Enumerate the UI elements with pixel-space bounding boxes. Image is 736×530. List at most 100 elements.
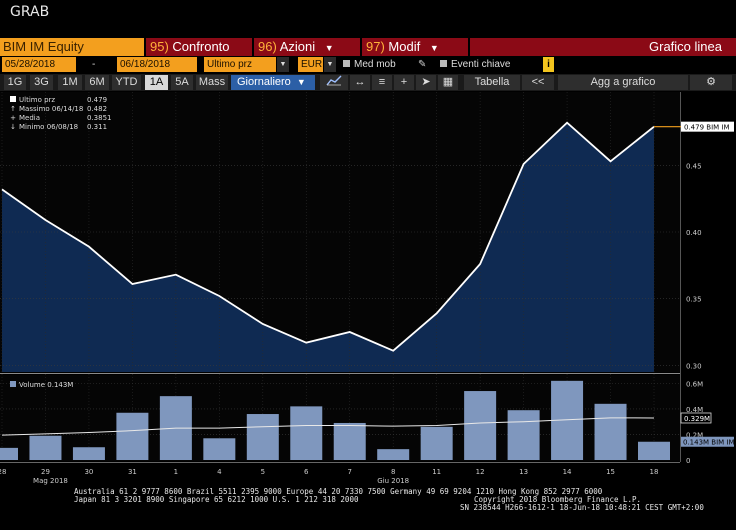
date-separator: -	[92, 59, 96, 70]
start-date-field[interactable]: 05/28/2018	[2, 57, 76, 72]
x-tick-label: 11	[432, 468, 441, 476]
chart-type-title: Grafico linea	[470, 38, 736, 56]
key-events-toggle[interactable]: Eventi chiave	[440, 57, 530, 72]
edit-label: Modif	[388, 39, 421, 54]
moving-average-toggle[interactable]: Med mob	[343, 57, 413, 72]
volume-bar	[203, 438, 236, 460]
currency-select[interactable]: EUR	[298, 57, 323, 72]
volume-average-line	[1, 417, 655, 436]
chart-type-label: Grafico linea	[649, 39, 722, 54]
price-tick-label: 0.45	[686, 162, 702, 170]
x-tick-label: 13	[519, 468, 528, 476]
x-tick-label: 30	[84, 468, 93, 476]
volume-bar	[420, 426, 453, 460]
key-events-label: Eventi chiave	[451, 59, 511, 70]
info-icon[interactable]: i	[543, 57, 554, 72]
arrow-up-icon: ↑	[10, 105, 16, 113]
legend-label: Ultimo prz	[19, 96, 56, 104]
legend-value: 0.482	[87, 105, 108, 113]
add-to-chart-button[interactable]: Agg a grafico	[558, 75, 688, 90]
actions-label: Azioni	[279, 39, 316, 54]
x-tick-label: 14	[563, 468, 572, 476]
volume-tick-label: 0.6M	[686, 380, 703, 388]
x-tick-label: 15	[606, 468, 615, 476]
x-tick-label: 28	[0, 468, 6, 476]
footer-copyright: Copyright 2018 Bloomberg Finance L.P.	[474, 495, 642, 504]
volume-bar	[594, 403, 627, 460]
legend-item: ↓ Minimo 06/08/18 0.311	[10, 123, 112, 132]
legend-item: + Media 0.3851	[10, 114, 112, 123]
collapse-button[interactable]: <<	[522, 75, 554, 90]
grid-icon[interactable]: ▦	[438, 75, 458, 90]
chevron-down-icon: ▼	[324, 43, 334, 53]
period-tab[interactable]: YTD	[112, 75, 141, 90]
legend-label: Minimo 06/08/18	[19, 123, 79, 131]
cursor-icon[interactable]: ➤	[416, 75, 436, 90]
compare-label: Confronto	[172, 39, 230, 54]
volume-bar	[29, 435, 62, 460]
gear-icon[interactable]: ⚙	[690, 75, 732, 90]
volume-bar	[638, 441, 670, 460]
lines-icon[interactable]: ≡	[372, 75, 392, 90]
period-tab[interactable]: 3G	[30, 75, 53, 90]
legend-value: 0.3851	[87, 114, 112, 122]
price-tick-label: 0.30	[686, 362, 702, 370]
actions-number: 96)	[258, 39, 277, 54]
app-title: GRAB	[10, 4, 50, 20]
period-tab[interactable]: 1M	[58, 75, 82, 90]
volume-bar	[72, 447, 105, 460]
frequency-select[interactable]: Giornaliero ▼	[231, 75, 315, 90]
chart-area: 0.45 0.40 0.35 0.30 0.479 BIM IM 0.6M 0.4M 0.2M…	[0, 92, 736, 530]
volume-bar	[333, 422, 366, 460]
square-icon	[10, 96, 16, 102]
end-date-field[interactable]: 06/18/2018	[117, 57, 197, 72]
x-tick-label: 7	[347, 468, 351, 476]
line-chart-icon[interactable]	[320, 75, 348, 90]
plus-icon[interactable]: +	[394, 75, 414, 90]
legend-label: Media	[19, 114, 41, 122]
footer-contacts: Australia 61 2 9777 8600 Brazil 5511 239…	[74, 487, 603, 496]
period-tab-selected[interactable]: 1A	[145, 75, 168, 90]
frequency-label: Giornaliero	[237, 76, 291, 88]
chevron-down-icon[interactable]: ▼	[324, 57, 336, 72]
x-tick-label: 12	[476, 468, 485, 476]
volume-bar	[290, 406, 323, 460]
price-volume-chart: 0.45 0.40 0.35 0.30 0.479 BIM IM 0.6M 0.4M 0.2M…	[0, 92, 736, 530]
pencil-icon[interactable]: ✎	[418, 59, 427, 70]
footer-serial: SN 238544 H266-1612-1 18-Jun-18 10:48:21…	[460, 503, 704, 512]
x-tick-label: 4	[217, 468, 222, 476]
legend-item: ↑ Massimo 06/14/18 0.482	[10, 105, 112, 114]
edit-menu[interactable]: 97) Modif ▼	[362, 38, 468, 56]
chevron-down-icon[interactable]: ▼	[277, 57, 289, 72]
table-button[interactable]: Tabella	[464, 75, 520, 90]
x-tick-label: 5	[261, 468, 265, 476]
x-tick-label: 18	[650, 468, 659, 476]
x-tick-label: 8	[391, 468, 395, 476]
footer-contacts-2: Japan 81 3 3201 8900 Singapore 65 6212 1…	[74, 495, 359, 504]
price-tick-label: 0.40	[686, 229, 702, 237]
price-tag: 0.479 BIM IM	[684, 124, 730, 132]
period-tab[interactable]: 1G	[4, 75, 26, 90]
x-tick-label: 29	[41, 468, 50, 476]
x-tick-label: 31	[128, 468, 137, 476]
volume-avg-tag-bg	[680, 412, 712, 424]
volume-bar	[116, 412, 149, 460]
volume-bar	[0, 447, 18, 460]
volume-last-tag-bg	[681, 436, 734, 447]
month-label: Mag 2018	[33, 477, 68, 485]
settings-bar: 05/28/2018 - 06/18/2018 Ultimo prz ▼ EUR…	[0, 57, 736, 73]
compare-menu[interactable]: 95) Confronto	[146, 38, 252, 56]
legend-item: Ultimo prz 0.479	[10, 96, 112, 105]
period-tab[interactable]: 5A	[171, 75, 193, 90]
actions-menu[interactable]: 96) Azioni ▼	[254, 38, 360, 56]
price-field-select[interactable]: Ultimo prz	[204, 57, 276, 72]
period-tab[interactable]: Mass	[196, 75, 228, 90]
checkbox-icon	[440, 60, 447, 67]
chevron-down-icon: ▼	[429, 43, 439, 53]
arrow-down-icon: ↓	[10, 123, 16, 131]
chevron-down-icon: ▼	[296, 77, 306, 87]
resize-icon[interactable]: ↔	[350, 75, 370, 90]
security-field[interactable]: BIM IM Equity	[0, 38, 144, 56]
period-tab[interactable]: 6M	[85, 75, 109, 90]
volume-legend-label: Volume 0.143M	[19, 381, 74, 389]
